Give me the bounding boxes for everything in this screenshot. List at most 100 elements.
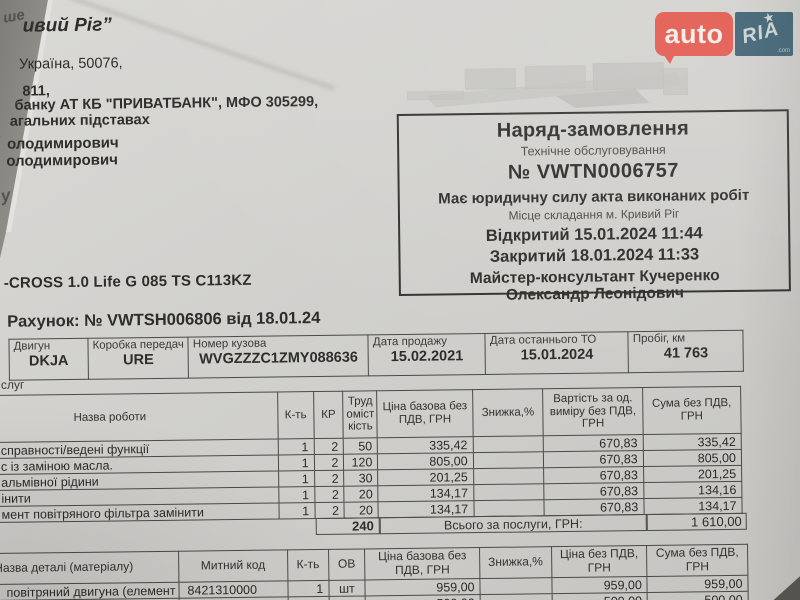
qty: 1 bbox=[278, 454, 315, 471]
field-value: DKJA bbox=[28, 353, 69, 370]
field-value: URE bbox=[122, 352, 154, 369]
vehicle-cell: Дата останнього ТО 15.01.2024 bbox=[485, 331, 629, 375]
unit-cost: 670,83 bbox=[544, 482, 644, 500]
autoria-watermark: auto ★ RIA .com bbox=[655, 10, 795, 64]
base-price: 500,00 bbox=[365, 594, 481, 600]
letterhead-bank-fragment: банку АТ КБ "ПРИВАТБАНК", МФО 305299, bbox=[14, 93, 319, 114]
col-header-labor: Трудомісткість bbox=[343, 390, 378, 439]
price: 500,00 bbox=[551, 592, 648, 600]
col-header-work-name: Назва роботи bbox=[0, 392, 279, 444]
sum: 134,16 bbox=[643, 481, 742, 499]
field-value: 41 763 bbox=[663, 345, 709, 362]
order-closed-date: Закритий 18.01.2024 11:33 bbox=[489, 245, 700, 266]
col-header-qty: К-ть bbox=[277, 391, 314, 439]
col-header-discount: Знижка,% bbox=[472, 388, 544, 437]
letterhead-basis-fragment: агальних підставах bbox=[9, 112, 150, 130]
ria-logo-badge: ★ RIA .com bbox=[735, 12, 793, 56]
invoice-number-line: Рахунок: № VWTSH006806 від 18.01.24 bbox=[7, 308, 321, 331]
base-price: 201,25 bbox=[377, 468, 474, 486]
order-title: Наряд-замовлення bbox=[496, 117, 690, 142]
col-header-customs-code: Митний код bbox=[178, 549, 288, 583]
parts-table: Назва деталі (матеріалу) Митний код К-ть… bbox=[0, 544, 749, 600]
sum: 959,00 bbox=[647, 575, 749, 593]
field-value: 15.01.2024 bbox=[520, 346, 594, 364]
field-label: Пробіг, км bbox=[632, 332, 686, 346]
order-legal-note: Має юридичну силу акта виконаних робіт bbox=[438, 186, 750, 208]
col-header-discount: Знижка,% bbox=[479, 546, 552, 579]
sum: 335,42 bbox=[642, 433, 742, 451]
field-label: Номер кузова bbox=[192, 337, 267, 351]
qty: 1 bbox=[278, 502, 315, 519]
labor: 20 bbox=[344, 485, 379, 503]
discount bbox=[479, 577, 552, 595]
col-header-part-name: Назва деталі (матеріалу) bbox=[0, 551, 179, 586]
sum: 201,25 bbox=[643, 465, 742, 483]
base-price: 959,00 bbox=[365, 578, 481, 596]
qty: 1 bbox=[278, 470, 315, 487]
vehicle-model-line: -CROSS 1.0 Life G 085 TS C113KZ bbox=[3, 271, 252, 292]
unit-cost: 670,83 bbox=[543, 450, 644, 468]
discount bbox=[480, 593, 552, 600]
unit-cost: 670,83 bbox=[544, 498, 644, 516]
discount bbox=[472, 435, 544, 453]
field-value: 15.02.2021 bbox=[390, 348, 464, 366]
field-label: Двигун bbox=[13, 340, 51, 353]
base-price: 335,42 bbox=[377, 436, 474, 454]
field-label: Дата продажу bbox=[372, 335, 448, 349]
qty: 1 bbox=[278, 438, 314, 455]
col-header-base-price: Ціна базова без ПДВ, ГРН bbox=[364, 547, 480, 580]
labor: 50 bbox=[343, 437, 378, 455]
base-price: 134,17 bbox=[378, 484, 474, 502]
services-section-fragment: слуг bbox=[0, 377, 25, 392]
services-total-label: Всього за послуги, ГРН: bbox=[379, 514, 647, 535]
letterhead-company-fragment: ивий Ріг” bbox=[22, 14, 112, 37]
vehicle-cell: Пробіг, км 41 763 bbox=[628, 330, 744, 373]
sum: 500,00 bbox=[647, 591, 749, 600]
labor: 120 bbox=[343, 453, 378, 471]
services-total-sum: 1 610,00 bbox=[646, 512, 747, 532]
labor: 20 bbox=[344, 501, 379, 519]
col-header-price: Ціна без ПДВ, ГРН bbox=[551, 545, 648, 578]
order-subtitle: Технічне обслуговування bbox=[520, 142, 666, 159]
labor: 30 bbox=[344, 469, 379, 487]
unit-of-measure: шт bbox=[328, 579, 366, 597]
customs-code: 8421310000 bbox=[178, 580, 288, 599]
col-header-qty: К-ть bbox=[287, 549, 329, 581]
col-header-sum: Сума без ПДВ, ГРН bbox=[642, 386, 742, 435]
kr: 2 bbox=[313, 454, 345, 471]
field-value: WVGZZZC1ZMY088636 bbox=[199, 349, 359, 368]
qty: 1 bbox=[278, 486, 315, 503]
field-label: Коробка передач bbox=[92, 338, 184, 352]
auto-logo-badge: auto bbox=[655, 12, 733, 56]
discount bbox=[473, 451, 545, 469]
order-opened-date: Відкритий 15.01.2024 11:44 bbox=[485, 224, 703, 245]
sum: 134,17 bbox=[643, 497, 743, 515]
letterhead-name-fragment: олодимирович bbox=[6, 134, 119, 153]
vehicle-cell: Двигун DKJA bbox=[8, 338, 89, 381]
col-header-kr: КР bbox=[313, 391, 344, 439]
kr: 2 bbox=[314, 486, 345, 503]
services-total-labor: 240 bbox=[315, 517, 380, 536]
col-header-base-price: Ціна базова без ПДВ, ГРН bbox=[376, 389, 473, 438]
order-number: № VWTN0006757 bbox=[507, 159, 680, 184]
vehicle-cell: Дата продажу 15.02.2021 bbox=[368, 333, 486, 376]
order-place: Місце складання м. Кривий Ріг bbox=[508, 206, 680, 223]
letterhead-name-fragment: олодимирович bbox=[6, 151, 118, 170]
order-master-consultant: Майстер-консультант Кучеренко Олександр … bbox=[469, 267, 720, 305]
col-header-ov: ОВ bbox=[328, 548, 366, 581]
col-header-sum: Сума без ПДВ, ГРН bbox=[646, 544, 748, 577]
kr: 2 bbox=[314, 502, 345, 519]
auto-logo-tail bbox=[663, 54, 675, 64]
vehicle-cell: Коробка передач URE bbox=[87, 337, 189, 380]
price: 959,00 bbox=[551, 576, 648, 594]
unit-of-measure bbox=[328, 595, 366, 600]
auto-logo-label: auto bbox=[664, 18, 724, 49]
discount bbox=[473, 499, 545, 517]
discount bbox=[473, 467, 545, 485]
qty: 1 bbox=[287, 580, 329, 597]
vehicle-info-table: Двигун DKJA Коробка передач URE Номер ку… bbox=[8, 330, 744, 381]
base-price: 134,17 bbox=[378, 500, 474, 518]
